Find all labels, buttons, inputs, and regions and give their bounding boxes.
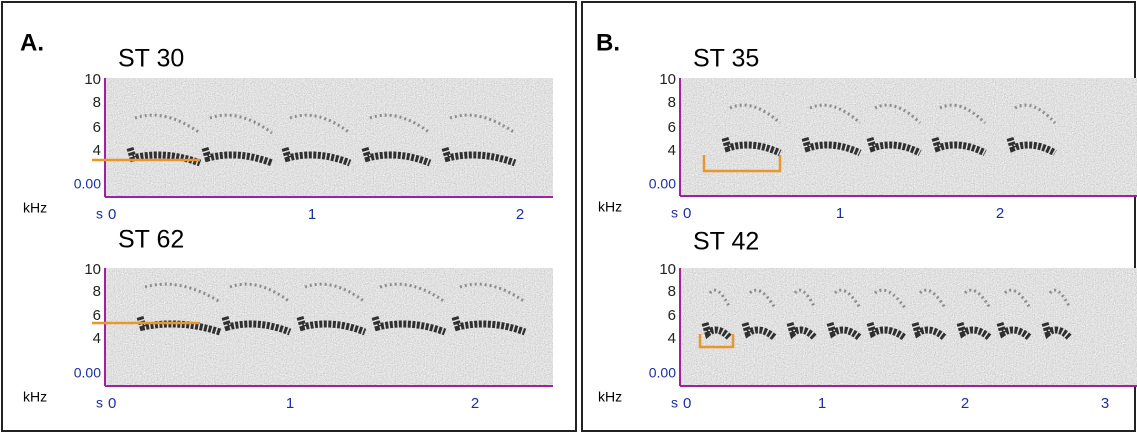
call-trace xyxy=(911,321,948,341)
spectrogram-image xyxy=(105,78,553,197)
call-trace xyxy=(956,321,993,341)
x-tick-label: 0 xyxy=(683,395,691,412)
call-trace xyxy=(701,321,733,341)
call-trace xyxy=(371,315,447,336)
harmonic-trace xyxy=(1014,103,1057,125)
x-tick-label: 1 xyxy=(836,205,844,222)
y-tick-label: 10 xyxy=(84,261,101,278)
x-tick-label: 2 xyxy=(996,205,1004,222)
x-axis-unit: s xyxy=(671,205,678,221)
harmonic-trace xyxy=(209,113,273,135)
call-trace xyxy=(996,321,1033,341)
x-tick-label: 0 xyxy=(683,205,691,222)
panel-border xyxy=(1,1,577,432)
y-axis-unit: kHz xyxy=(23,200,47,216)
y-tick-label: 8 xyxy=(93,283,101,300)
x-axis-unit: s xyxy=(96,395,103,411)
call-trace xyxy=(741,321,778,341)
annotation-bracket xyxy=(698,334,735,349)
y-tick-label: 10 xyxy=(659,71,676,88)
spectrogram-image xyxy=(680,78,1137,196)
x-tick-label: 2 xyxy=(961,395,969,412)
y-tick-label: 6 xyxy=(93,119,101,136)
x-axis-unit: s xyxy=(671,395,678,411)
harmonic-trace xyxy=(939,103,987,125)
harmonic-trace xyxy=(369,113,431,135)
y-tick-label: 6 xyxy=(668,307,676,324)
call-trace xyxy=(281,146,352,167)
y-tick-label: 8 xyxy=(668,94,676,111)
call-trace xyxy=(786,321,818,341)
call-trace xyxy=(1006,136,1057,157)
y-tick-label: 10 xyxy=(84,71,101,88)
y-tick-label: 8 xyxy=(668,283,676,300)
harmonic-trace xyxy=(793,288,817,309)
y-tick-label: 4 xyxy=(93,142,101,159)
harmonic-trace xyxy=(459,282,526,304)
y-tick-label: 6 xyxy=(93,307,101,324)
call-trace xyxy=(721,136,782,157)
spectrogram-title: ST 42 xyxy=(693,228,759,256)
x-tick-label: 2 xyxy=(516,206,524,223)
call-trace xyxy=(296,315,367,336)
harmonic-trace xyxy=(449,113,516,135)
call-trace xyxy=(801,136,862,157)
call-trace xyxy=(441,146,517,167)
spectrogram-title: ST 30 xyxy=(118,45,184,73)
y-axis-unit: kHz xyxy=(598,389,622,405)
y-tick-label: 0.00 xyxy=(649,176,676,192)
x-tick-label: 2 xyxy=(471,395,479,412)
call-trace xyxy=(1041,321,1073,341)
harmonic-trace xyxy=(134,113,201,135)
y-tick-label: 4 xyxy=(668,330,676,347)
call-trace xyxy=(451,315,527,336)
y-tick-label: 10 xyxy=(659,261,676,278)
y-tick-label: 4 xyxy=(93,330,101,347)
y-tick-label: 0.00 xyxy=(649,365,676,381)
call-trace xyxy=(866,321,908,341)
y-tick-label: 6 xyxy=(668,119,676,136)
harmonic-trace xyxy=(1048,288,1072,309)
annotation-bracket xyxy=(702,155,782,173)
y-axis-unit: kHz xyxy=(23,389,47,405)
spectrogram-title: ST 35 xyxy=(693,45,759,73)
y-axis-unit: kHz xyxy=(598,199,622,215)
panel-label: B. xyxy=(596,29,620,56)
harmonic-trace xyxy=(304,282,366,304)
call-trace xyxy=(866,136,922,157)
x-axis-unit: s xyxy=(96,206,103,222)
y-tick-label: 8 xyxy=(93,94,101,111)
harmonic-trace xyxy=(379,282,446,304)
harmonic-trace xyxy=(874,103,922,125)
call-trace xyxy=(136,315,222,336)
x-tick-label: 0 xyxy=(108,206,116,223)
panel-label: A. xyxy=(20,29,44,56)
call-trace xyxy=(201,146,274,167)
x-tick-label: 0 xyxy=(108,395,116,412)
call-trace xyxy=(126,146,202,167)
harmonic-trace xyxy=(144,282,221,304)
call-trace xyxy=(931,136,987,157)
y-tick-label: 4 xyxy=(668,142,676,159)
y-tick-label: 0.00 xyxy=(74,365,101,381)
call-trace xyxy=(361,146,432,167)
harmonic-trace xyxy=(229,282,291,304)
harmonic-trace xyxy=(289,113,351,135)
x-tick-label: 3 xyxy=(1101,395,1109,412)
call-trace xyxy=(221,315,292,336)
x-tick-label: 1 xyxy=(818,395,826,412)
x-tick-label: 1 xyxy=(286,395,294,412)
harmonic-trace xyxy=(708,288,732,309)
panel-border xyxy=(581,1,1136,432)
x-tick-label: 1 xyxy=(308,206,316,223)
call-trace xyxy=(826,321,863,341)
y-tick-label: 0.00 xyxy=(74,176,101,192)
spectrogram-title: ST 62 xyxy=(118,226,184,254)
